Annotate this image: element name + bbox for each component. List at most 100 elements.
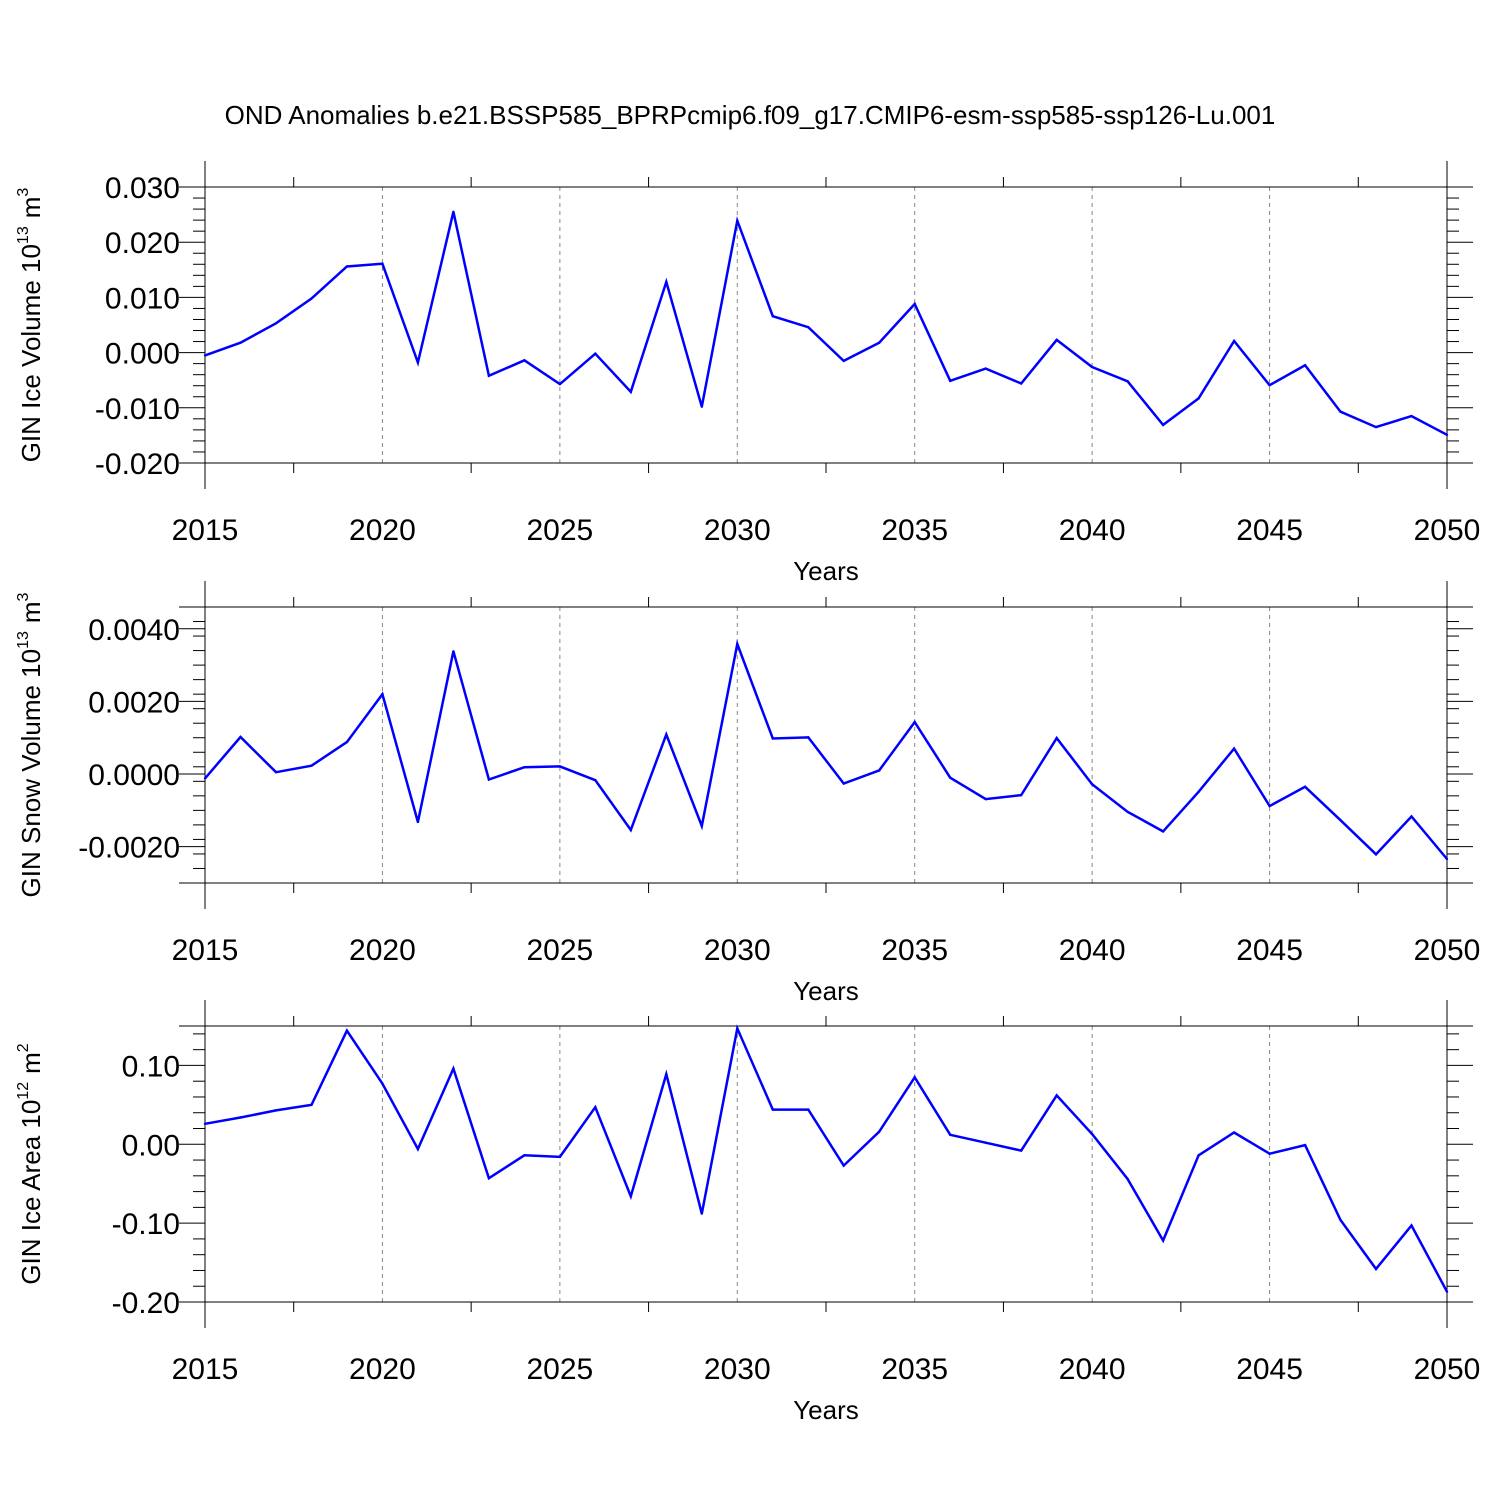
data-point: [381, 1082, 384, 1085]
data-point: [1410, 414, 1413, 418]
ytick-label: 0.10: [122, 1050, 180, 1083]
data-point: [558, 382, 562, 386]
data-point: [1232, 1131, 1236, 1134]
data-point: [913, 720, 916, 724]
y-axis-label-main: GIN Snow Volume 10: [16, 649, 46, 898]
data-point: [771, 1108, 774, 1111]
data-point: [1197, 397, 1200, 400]
ytick-label: 0.0040: [88, 614, 180, 647]
data-point: [203, 1122, 207, 1125]
data-point: [1197, 790, 1200, 794]
xtick-label: 2025: [526, 514, 593, 547]
data-point: [310, 764, 313, 767]
data-point: [984, 367, 987, 370]
ytick-label: 0.0020: [88, 686, 180, 719]
data-point: [523, 359, 526, 362]
data-point: [1339, 1218, 1342, 1222]
data-point: [629, 390, 633, 393]
data-point: [558, 1155, 562, 1159]
data-point: [842, 359, 845, 363]
data-point: [452, 650, 455, 653]
data-point: [984, 1141, 987, 1144]
data-point: [1232, 747, 1236, 750]
data-point: [1197, 1154, 1200, 1157]
xtick-label: 2015: [172, 934, 239, 967]
data-point: [594, 1106, 597, 1109]
data-point: [274, 1109, 278, 1112]
xtick-label: 2020: [349, 1353, 416, 1386]
ytick-label: -0.010: [95, 393, 180, 426]
data-point: [523, 765, 526, 769]
data-point: [913, 302, 916, 306]
y-axis-label-exp: 12: [15, 1082, 32, 1100]
data-point: [1445, 1290, 1449, 1293]
data-point: [878, 341, 881, 344]
xtick-label: 2050: [1414, 1353, 1481, 1386]
xtick-label: 2045: [1236, 1353, 1303, 1386]
data-point: [1126, 380, 1129, 383]
data-point: [1445, 857, 1449, 861]
xtick-label: 2025: [526, 1353, 593, 1386]
data-point: [629, 828, 633, 832]
data-point: [239, 1116, 242, 1119]
y-axis-label: GIN Ice Volume 1013 m3: [15, 188, 46, 463]
data-point: [629, 1195, 633, 1198]
x-axis-label: Years: [793, 976, 859, 1006]
series-line: [204, 211, 1448, 436]
xtick-label: 2040: [1059, 934, 1126, 967]
y-axis-label-main: GIN Ice Area 10: [16, 1100, 46, 1285]
data-point: [1339, 410, 1342, 413]
data-point: [1161, 423, 1165, 427]
data-point: [1090, 365, 1094, 369]
ytick-label: 0.00: [122, 1129, 180, 1162]
data-point: [1055, 338, 1058, 342]
xtick-label: 2035: [881, 1353, 948, 1386]
data-point: [416, 1147, 420, 1151]
data-point: [1303, 364, 1307, 367]
data-point: [487, 1176, 491, 1180]
data-point: [1303, 1143, 1307, 1147]
data-point: [381, 262, 384, 265]
data-point: [239, 341, 242, 344]
data-point: [274, 322, 278, 325]
data-point: [1445, 433, 1449, 437]
ytick-label: -0.10: [112, 1208, 180, 1241]
data-point: [452, 210, 455, 214]
data-point: [1019, 382, 1023, 385]
xtick-label: 2030: [704, 934, 771, 967]
data-point: [1126, 1177, 1129, 1181]
data-point: [807, 326, 810, 329]
y-axis-label-unit: m: [16, 601, 46, 623]
xtick-label: 2035: [881, 514, 948, 547]
panel-2: -0.0020 0.0000 0.0020 0.0040 2015 2020 2025 203…: [15, 581, 1480, 1006]
data-point: [487, 374, 491, 377]
data-point: [1055, 736, 1058, 740]
data-point: [381, 692, 384, 696]
data-point: [842, 1164, 845, 1167]
data-point: [1268, 804, 1271, 808]
data-point: [310, 297, 313, 300]
data-point: [239, 735, 242, 739]
data-point: [203, 777, 207, 780]
panels: -0.020 -0.010 0.000 0.010 0.020 0.030 2015 2020…: [15, 161, 1480, 1425]
data-point: [345, 1029, 349, 1032]
data-point: [1090, 783, 1094, 786]
xtick-label: 2020: [349, 934, 416, 967]
figure-title: OND Anomalies b.e21.BSSP585_BPRPcmip6.f0…: [225, 100, 1276, 130]
y-axis-label-unit: m: [16, 1052, 46, 1074]
data-point: [1374, 1267, 1378, 1271]
data-point: [1374, 425, 1378, 429]
data-point: [1374, 853, 1378, 856]
panel-1: -0.020 -0.010 0.000 0.010 0.020 0.030 2015 2020…: [15, 161, 1480, 586]
ytick-label: 0.0000: [88, 759, 180, 792]
ytick-label: -0.020: [95, 448, 180, 481]
xtick-label: 2045: [1236, 514, 1303, 547]
data-point: [1161, 1239, 1165, 1242]
y-axis-label-unit-exp: 3: [15, 188, 32, 197]
data-point: [665, 280, 668, 284]
y-axis-label-unit: m: [16, 197, 46, 219]
data-point: [1161, 830, 1165, 833]
data-point: [949, 1133, 952, 1137]
data-point: [700, 1212, 703, 1215]
data-point: [984, 797, 987, 801]
